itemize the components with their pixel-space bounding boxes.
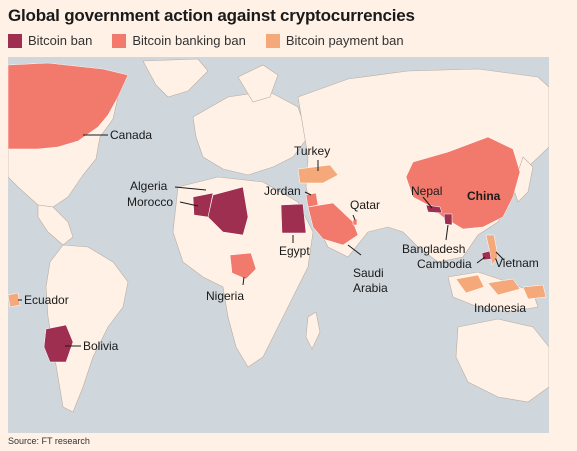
- country-canada: [8, 62, 129, 150]
- label-qatar: Qatar: [350, 198, 380, 212]
- country-turkey: [297, 164, 339, 184]
- country-indonesia: [455, 274, 547, 300]
- leader-jordan: [304, 191, 312, 196]
- country-vietnam: [485, 234, 499, 266]
- country-jordan: [305, 192, 319, 208]
- country-qatar: [352, 218, 358, 226]
- leader-cambodia: [476, 256, 486, 264]
- country-egypt: [280, 203, 307, 234]
- label-bolivia: Bolivia: [83, 339, 119, 353]
- label-nepal: Nepal: [411, 184, 442, 198]
- world-map: Canada Turkey Algeria Morocco Jordan Qat…: [8, 57, 549, 433]
- legend-item-payment-ban: Bitcoin payment ban: [265, 33, 404, 48]
- country-nigeria: [229, 252, 257, 280]
- label-china: China: [467, 189, 501, 203]
- label-turkey: Turkey: [294, 144, 330, 158]
- label-arabia: Arabia: [353, 281, 388, 295]
- land-madagascar: [305, 311, 321, 350]
- leader-bangladesh: [445, 224, 449, 241]
- label-canada: Canada: [110, 128, 152, 142]
- legend-item-bitcoin-ban: Bitcoin ban: [8, 33, 92, 48]
- land-central-america: [37, 204, 74, 246]
- leader-nigeria: [242, 276, 245, 286]
- country-bangladesh: [443, 213, 453, 226]
- label-morocco: Morocco: [127, 195, 173, 209]
- country-ecuador: [8, 292, 21, 308]
- label-nigeria: Nigeria: [206, 289, 244, 303]
- legend-swatch-payment-ban: [265, 33, 280, 48]
- label-indonesia: Indonesia: [474, 301, 526, 315]
- label-bangladesh: Bangladesh: [402, 242, 465, 256]
- land-europe: [192, 90, 309, 176]
- leader-nepal: [422, 196, 433, 209]
- source-note: Source: FT research: [8, 436, 90, 446]
- country-saudi-arabia: [307, 202, 359, 246]
- legend-label: Bitcoin banking ban: [132, 33, 246, 48]
- legend-label: Bitcoin payment ban: [285, 33, 404, 48]
- leader-vietnam: [495, 251, 505, 261]
- label-ecuador: Ecuador: [24, 293, 69, 307]
- country-bolivia: [43, 324, 74, 363]
- leader-saudi: [347, 244, 362, 256]
- country-morocco: [192, 192, 214, 218]
- country-nepal: [425, 204, 443, 214]
- leader-qatar: [352, 214, 356, 221]
- land-australia: [455, 318, 549, 403]
- legend-swatch-bitcoin-ban: [8, 33, 22, 48]
- label-vietnam: Vietnam: [495, 256, 539, 270]
- legend-label: Bitcoin ban: [28, 33, 93, 48]
- leader-algeria: [174, 186, 207, 191]
- map-svg: Canada Turkey Algeria Morocco Jordan Qat…: [8, 58, 549, 413]
- land-scandinavia: [237, 64, 279, 103]
- land-greenland: [142, 58, 209, 98]
- label-saudi: Saudi: [353, 266, 384, 280]
- land-south-america: [45, 244, 129, 413]
- legend-swatch-banking-ban: [112, 33, 127, 48]
- label-egypt: Egypt: [279, 244, 310, 258]
- legend-item-banking-ban: Bitcoin banking ban: [112, 33, 246, 48]
- page-title: Global government action against cryptoc…: [8, 6, 415, 25]
- label-jordan: Jordan: [264, 184, 301, 198]
- label-algeria: Algeria: [130, 179, 168, 193]
- legend: Bitcoin ban Bitcoin banking ban Bitcoin …: [8, 33, 404, 48]
- label-cambodia: Cambodia: [417, 257, 472, 271]
- leader-morocco: [179, 201, 199, 207]
